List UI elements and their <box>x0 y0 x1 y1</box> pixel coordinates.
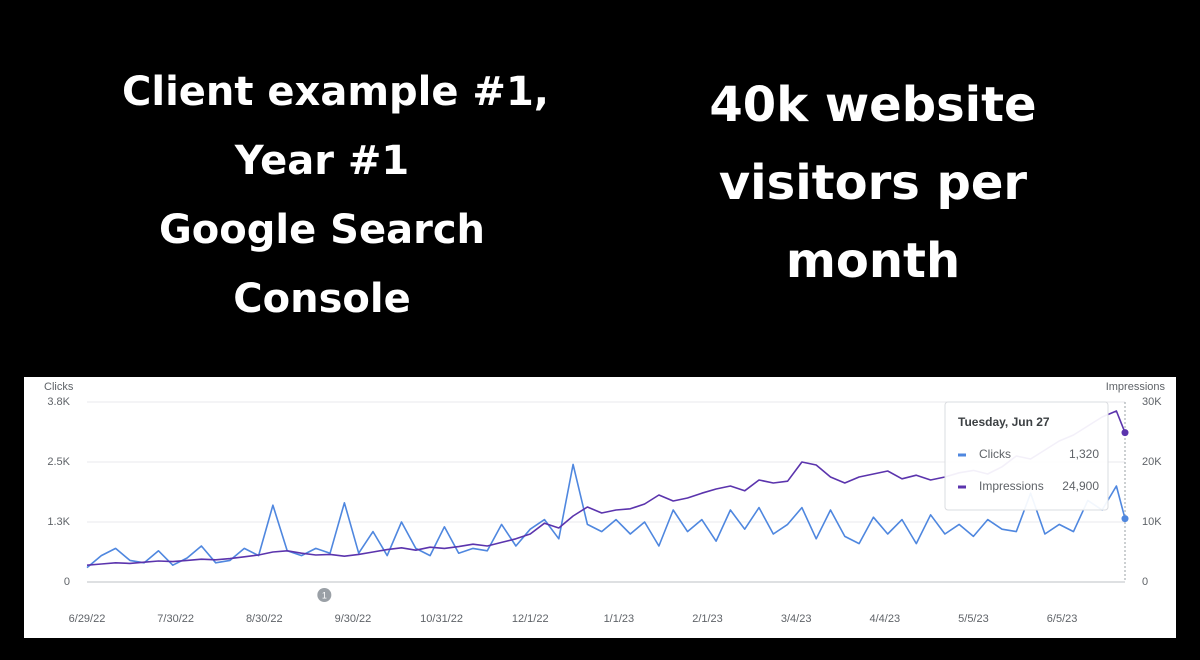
x-tick-label: 4/4/23 <box>870 613 901 625</box>
x-tick-label: 3/4/23 <box>781 613 812 625</box>
x-tick-label: 7/30/22 <box>157 613 194 625</box>
tooltip-title: Tuesday, Jun 27 <box>958 415 1050 429</box>
x-tick-label: 8/30/22 <box>246 613 283 625</box>
annotation-label: 1 <box>322 590 327 600</box>
tooltip-series-name: Impressions <box>979 479 1044 493</box>
tooltip-box <box>944 401 1109 511</box>
heading-line: Client example #1, <box>122 69 549 115</box>
heading-line: Console <box>233 276 411 322</box>
tooltip-value: 24,900 <box>1062 479 1099 493</box>
series-line <box>86 463 1126 569</box>
chart-card: Clicks Impressions 0 1.3K 2.5K 3.8K 0 10K 20K 30K… <box>24 377 1176 638</box>
tooltip: Tuesday, Jun 27 Clicks 1,320 Impressions 24,… <box>944 401 1109 511</box>
x-tick-label: 12/1/22 <box>512 613 549 625</box>
x-tick-label: 2/1/23 <box>692 613 723 625</box>
heading-line: Google Search <box>158 207 486 253</box>
x-tick-label: 1/1/23 <box>604 613 635 625</box>
heading-line: Year #1 <box>234 138 410 184</box>
y2-tick-label: 0 <box>1142 576 1148 588</box>
left-heading: Client example #1, Year #1 Google Search Co… <box>122 58 549 334</box>
x-tick-label: 6/29/22 <box>69 613 106 625</box>
heading-line: visitors per <box>718 155 1028 211</box>
annotation-marker <box>317 588 332 602</box>
x-tick-label: 10/31/22 <box>420 613 463 625</box>
x-tick-label: 6/5/23 <box>1047 613 1078 625</box>
heading-line: month <box>785 233 961 289</box>
x-tick-label: 9/30/22 <box>335 613 372 625</box>
y-axis-title: Clicks <box>44 381 74 393</box>
chart: Clicks Impressions 0 1.3K 2.5K 3.8K 0 10K 20K 30K… <box>44 381 1166 625</box>
y2-tick-label: 30K <box>1142 396 1162 408</box>
y-tick-label: 1.3K <box>47 516 70 528</box>
heading-line: 40k website <box>709 77 1037 133</box>
y2-axis-title: Impressions <box>1106 381 1166 393</box>
y-tick-label: 2.5K <box>47 456 70 468</box>
y-tick-label: 3.8K <box>47 396 70 408</box>
y-tick-label: 0 <box>64 576 70 588</box>
tooltip-series-name: Clicks <box>979 447 1011 461</box>
hover-dot <box>1121 515 1129 523</box>
y2-tick-label: 20K <box>1142 456 1162 468</box>
y2-tick-label: 10K <box>1142 516 1162 528</box>
tooltip-value: 1,320 <box>1069 447 1099 461</box>
right-heading: 40k website visitors per month <box>673 66 1073 300</box>
x-tick-label: 5/5/23 <box>958 613 989 625</box>
hover-dot <box>1121 429 1129 437</box>
